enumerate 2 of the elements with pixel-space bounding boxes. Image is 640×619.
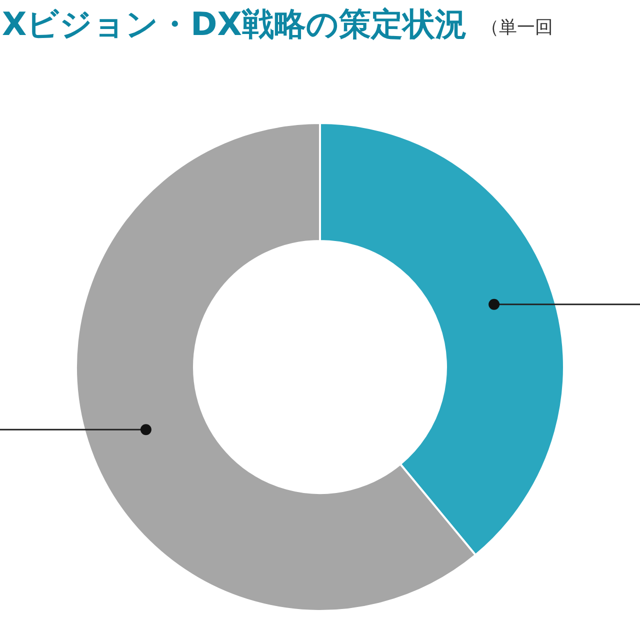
chart-subtitle: （単一回 — [480, 17, 553, 38]
chart-title: Xビジョン・DX戦略の策定状況 — [2, 5, 467, 43]
